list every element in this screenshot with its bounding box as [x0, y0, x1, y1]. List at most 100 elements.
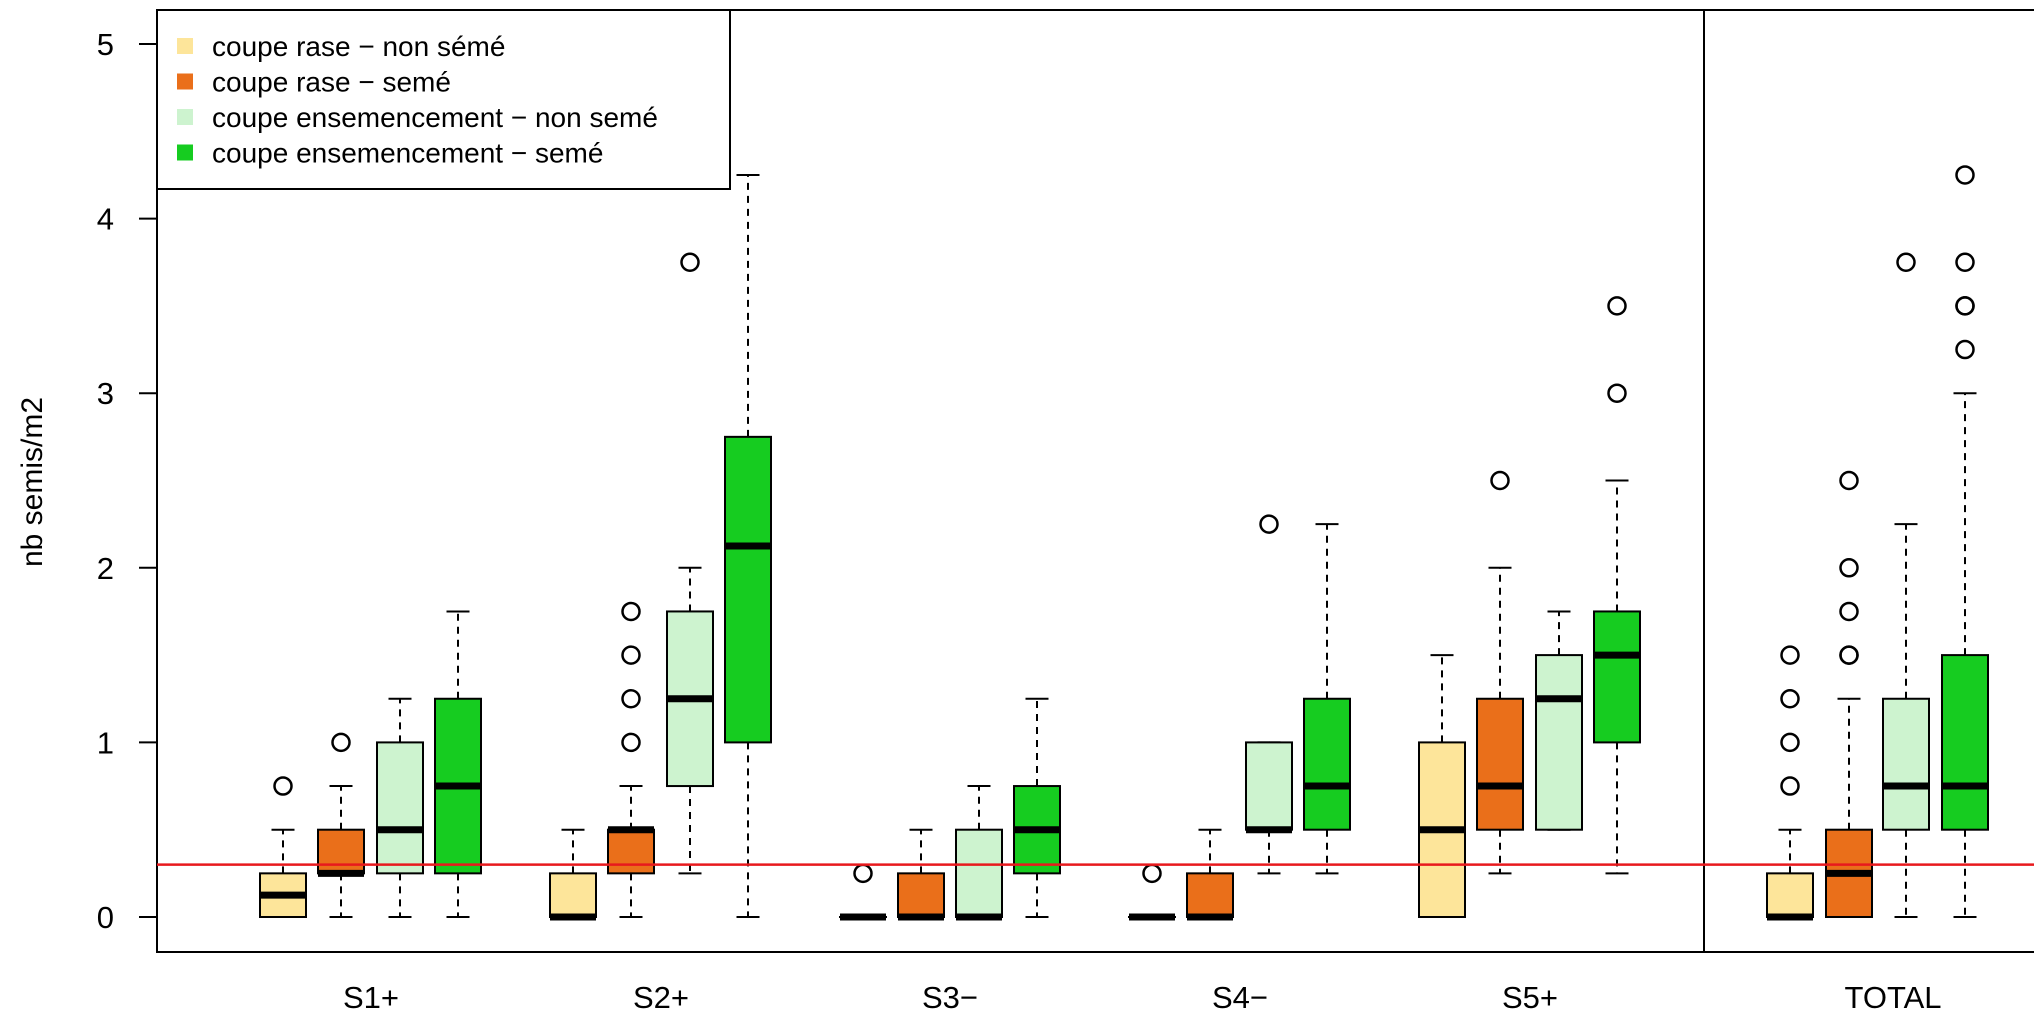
- legend-box: [156, 9, 731, 190]
- legend-swatch: [177, 144, 193, 161]
- box: [1128, 863, 1176, 921]
- x-axis-labels: S1+ S2+ S3− S4− S5+ TOTAL: [343, 980, 1942, 1015]
- box: [1418, 654, 1466, 919]
- box: [376, 697, 424, 918]
- box: [1825, 470, 1873, 919]
- box-body: [1245, 741, 1293, 831]
- x-tick-label: S4−: [1212, 980, 1268, 1015]
- outlier-point: [621, 689, 641, 709]
- box: [1186, 828, 1234, 921]
- box-group: [1418, 296, 1641, 919]
- legend: coupe rase − non sémé coupe rase − semé co…: [156, 9, 731, 190]
- outlier-point: [853, 863, 873, 884]
- box-body: [1535, 654, 1583, 831]
- x-tick-label: S5+: [1502, 980, 1558, 1015]
- box: [1882, 252, 1930, 918]
- box: [955, 785, 1003, 921]
- outlier-point: [1955, 339, 1975, 360]
- box: [1535, 610, 1583, 831]
- outlier-point: [1839, 601, 1859, 622]
- y-tick-label: 1: [97, 725, 114, 760]
- box-body: [1766, 872, 1814, 918]
- box-body: [955, 828, 1003, 919]
- outlier-point: [621, 601, 641, 622]
- box: [1245, 514, 1293, 875]
- y-tick-label: 0: [97, 900, 114, 935]
- box-body: [1186, 872, 1234, 918]
- legend-swatch: [177, 73, 193, 90]
- box: [1766, 645, 1814, 921]
- box: [434, 610, 482, 918]
- outlier-point: [1780, 732, 1800, 753]
- outlier-point: [1839, 645, 1859, 665]
- y-tick-label: 5: [97, 27, 114, 62]
- outlier-point: [1259, 514, 1279, 534]
- outlier-point: [1955, 252, 1975, 272]
- box-body: [897, 872, 945, 918]
- box: [1941, 165, 1989, 918]
- box: [1303, 523, 1351, 875]
- box-body: [376, 741, 424, 875]
- box: [317, 732, 365, 918]
- box-body: [1303, 697, 1351, 831]
- box-body: [1593, 610, 1641, 744]
- box-body: [607, 828, 655, 875]
- outlier-point: [1780, 689, 1800, 709]
- box: [607, 601, 655, 918]
- boxes-layer: [259, 165, 1989, 921]
- outlier-point: [1607, 296, 1627, 316]
- x-tick-label: S2+: [633, 980, 689, 1015]
- box: [839, 863, 887, 921]
- box-body: [1941, 654, 1989, 831]
- box-body: [317, 828, 365, 875]
- legend-label: coupe rase − semé: [212, 67, 451, 98]
- box: [1013, 697, 1061, 918]
- y-axis-title: nb semis/m2: [16, 397, 49, 567]
- box-group: [1766, 165, 1989, 921]
- x-tick-label: TOTAL: [1844, 980, 1941, 1015]
- x-tick-label: S1+: [343, 980, 399, 1015]
- box-body: [549, 872, 597, 918]
- box: [1593, 296, 1641, 875]
- box: [1476, 470, 1524, 875]
- legend-label: coupe rase − non sémé: [212, 31, 505, 62]
- box: [259, 776, 307, 918]
- outlier-point: [1490, 470, 1510, 491]
- outlier-point: [1142, 863, 1162, 884]
- box-body: [724, 435, 772, 744]
- legend-label: coupe ensemencement − semé: [212, 138, 603, 169]
- y-tick-label: 2: [97, 551, 114, 586]
- box: [724, 173, 772, 918]
- outlier-point: [1780, 645, 1800, 665]
- outlier-point: [1896, 252, 1916, 272]
- outlier-point: [1955, 165, 1975, 185]
- outlier-point: [1839, 470, 1859, 491]
- outlier-point: [1780, 776, 1800, 796]
- legend-swatch: [177, 38, 193, 54]
- outlier-point: [273, 776, 293, 796]
- outlier-point: [1955, 296, 1975, 316]
- y-tick-label: 4: [97, 202, 114, 237]
- outlier-point: [1839, 558, 1859, 578]
- box: [666, 252, 714, 875]
- outlier-point: [621, 645, 641, 665]
- box-body: [1476, 697, 1524, 831]
- box-group: [549, 173, 772, 921]
- outlier-point: [331, 732, 351, 753]
- x-tick-label: S3−: [922, 980, 978, 1015]
- legend-label: coupe ensemencement − non semé: [212, 102, 658, 133]
- outlier-point: [621, 732, 641, 753]
- box-group: [259, 610, 482, 918]
- box: [549, 828, 597, 921]
- box-group: [839, 697, 1061, 921]
- box-body: [1882, 697, 1930, 831]
- box-group: [1128, 514, 1351, 921]
- box: [897, 828, 945, 921]
- legend-swatch: [177, 109, 193, 125]
- y-tick-label: 3: [97, 376, 114, 411]
- outlier-point: [680, 252, 700, 272]
- y-axis: 0 1 2 3 4 5: [97, 27, 158, 935]
- outlier-point: [1607, 383, 1627, 403]
